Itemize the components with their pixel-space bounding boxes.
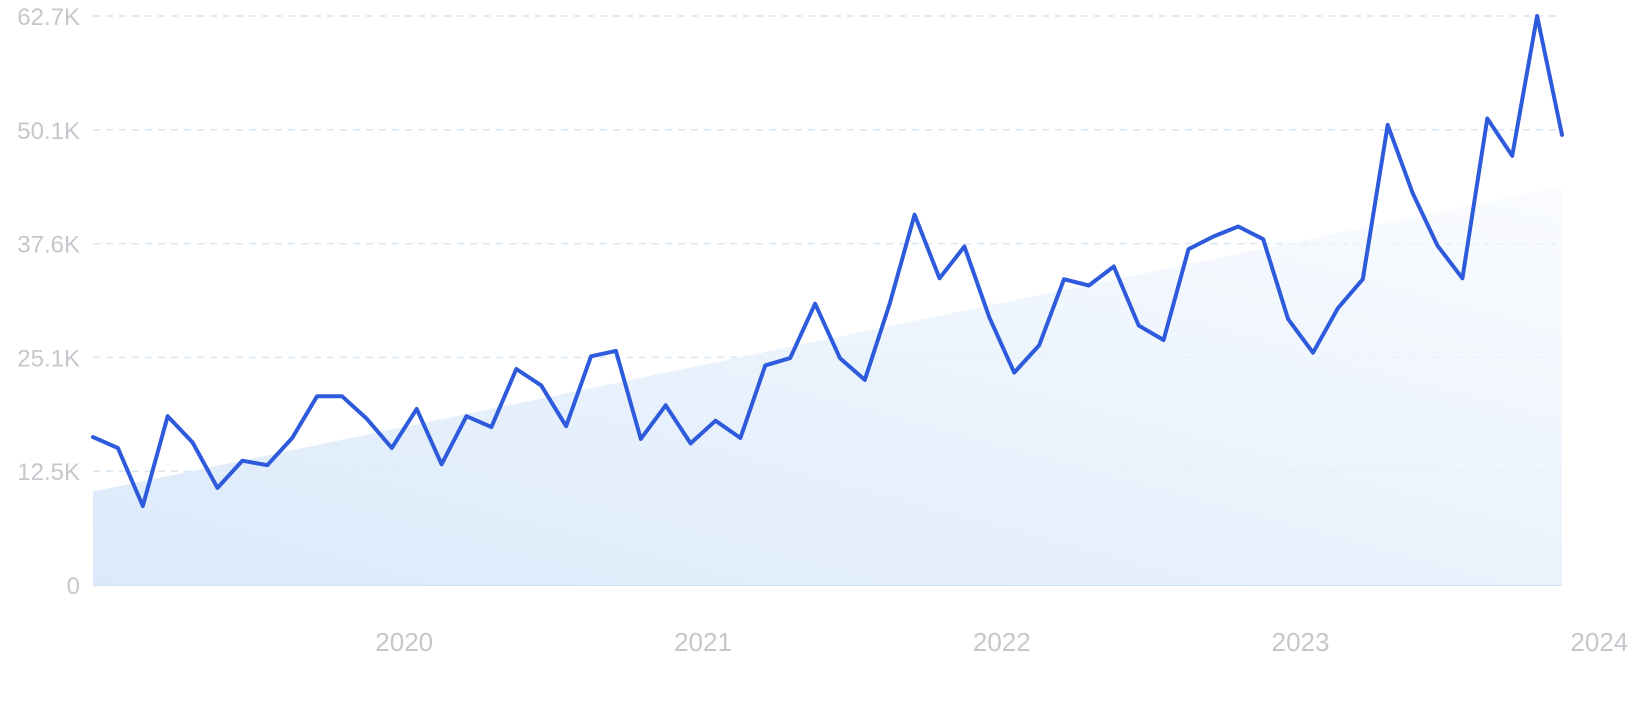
data-point-2022-10 — [1087, 284, 1091, 288]
data-point-2023-11 — [1411, 191, 1415, 195]
data-point-2021-11 — [813, 302, 817, 306]
y-tick-label-5: 62.7K — [17, 4, 80, 31]
data-point-2022-05 — [962, 245, 966, 249]
data-point-2021-05 — [664, 403, 668, 407]
data-point-2023-12 — [1436, 244, 1440, 248]
data-point-2019-07 — [116, 446, 120, 450]
data-point-2021-04 — [639, 437, 643, 441]
y-tick-label-0: 0 — [67, 573, 80, 600]
data-point-2021-08 — [738, 436, 742, 440]
data-point-2024-03 — [1510, 154, 1514, 158]
x-tick-label-2024: 2024 — [1570, 627, 1628, 657]
data-point-2021-12 — [838, 356, 842, 360]
data-point-2019-11 — [215, 486, 219, 490]
data-point-2021-06 — [689, 441, 693, 445]
data-point-2020-11 — [514, 367, 518, 371]
y-tick-label-3: 37.6K — [17, 232, 80, 259]
data-point-2020-07 — [415, 407, 419, 411]
data-point-2019-06 — [91, 435, 95, 439]
data-point-2022-12 — [1137, 323, 1141, 327]
data-point-2023-06 — [1286, 317, 1290, 321]
data-point-2022-06 — [987, 315, 991, 319]
data-point-2023-10 — [1386, 123, 1390, 127]
data-point-2020-08 — [440, 462, 444, 466]
data-point-2021-09 — [763, 363, 767, 367]
x-tick-label-2020: 2020 — [375, 627, 433, 657]
data-point-2020-04 — [340, 394, 344, 398]
data-point-2021-07 — [713, 419, 717, 423]
data-point-2019-09 — [166, 414, 170, 418]
data-point-2023-02 — [1187, 247, 1191, 251]
data-point-2021-02 — [589, 354, 593, 358]
trend-area — [93, 186, 1562, 585]
data-point-2022-04 — [938, 276, 942, 280]
data-point-2020-05 — [365, 417, 369, 421]
data-point-2024-01 — [1460, 276, 1464, 280]
data-point-2022-08 — [1037, 343, 1041, 347]
x-tick-label-2022: 2022 — [973, 627, 1031, 657]
data-point-2023-09 — [1361, 277, 1365, 281]
data-point-2022-03 — [913, 213, 917, 217]
series-line — [91, 14, 1564, 508]
data-point-2022-02 — [888, 302, 892, 306]
data-point-2019-12 — [240, 459, 244, 463]
data-point-2022-07 — [1012, 371, 1016, 375]
y-tick-label-1: 12.5K — [17, 459, 80, 486]
data-point-2023-03 — [1211, 235, 1215, 239]
data-point-2020-10 — [489, 425, 493, 429]
x-tick-label-2021: 2021 — [674, 627, 732, 657]
data-point-2020-03 — [315, 394, 319, 398]
y-tick-label-4: 50.1K — [17, 118, 80, 145]
data-point-2023-05 — [1261, 237, 1265, 241]
data-point-2020-12 — [539, 383, 543, 387]
data-point-2019-08 — [141, 504, 145, 508]
data-point-2020-06 — [390, 446, 394, 450]
data-point-2021-03 — [614, 349, 618, 353]
data-point-2024-04 — [1535, 14, 1539, 18]
data-point-2022-11 — [1112, 264, 1116, 268]
x-axis-ticks: 2020 2021 2022 2023 2024 — [375, 627, 1628, 657]
series-line-0 — [91, 14, 1564, 508]
data-point-2022-09 — [1062, 277, 1066, 281]
data-point-2023-04 — [1236, 225, 1240, 229]
y-axis-ticks: 0 12.5K 25.1K 37.6K 50.1K 62.7K — [17, 4, 80, 600]
data-point-2023-08 — [1336, 306, 1340, 310]
trend-area-fill — [93, 186, 1562, 585]
data-point-2021-10 — [788, 356, 792, 360]
data-point-2023-01 — [1162, 338, 1166, 342]
data-point-2022-01 — [863, 378, 867, 382]
data-point-2020-02 — [290, 436, 294, 440]
x-tick-label-2023: 2023 — [1272, 627, 1330, 657]
data-point-2024-05 — [1560, 133, 1564, 137]
data-point-2020-09 — [464, 414, 468, 418]
data-point-2023-07 — [1311, 351, 1315, 355]
data-point-2021-01 — [564, 424, 568, 428]
data-point-2019-10 — [191, 441, 195, 445]
y-tick-label-2: 25.1K — [17, 345, 80, 372]
data-point-2024-02 — [1485, 117, 1489, 121]
data-point-2020-01 — [265, 463, 269, 467]
